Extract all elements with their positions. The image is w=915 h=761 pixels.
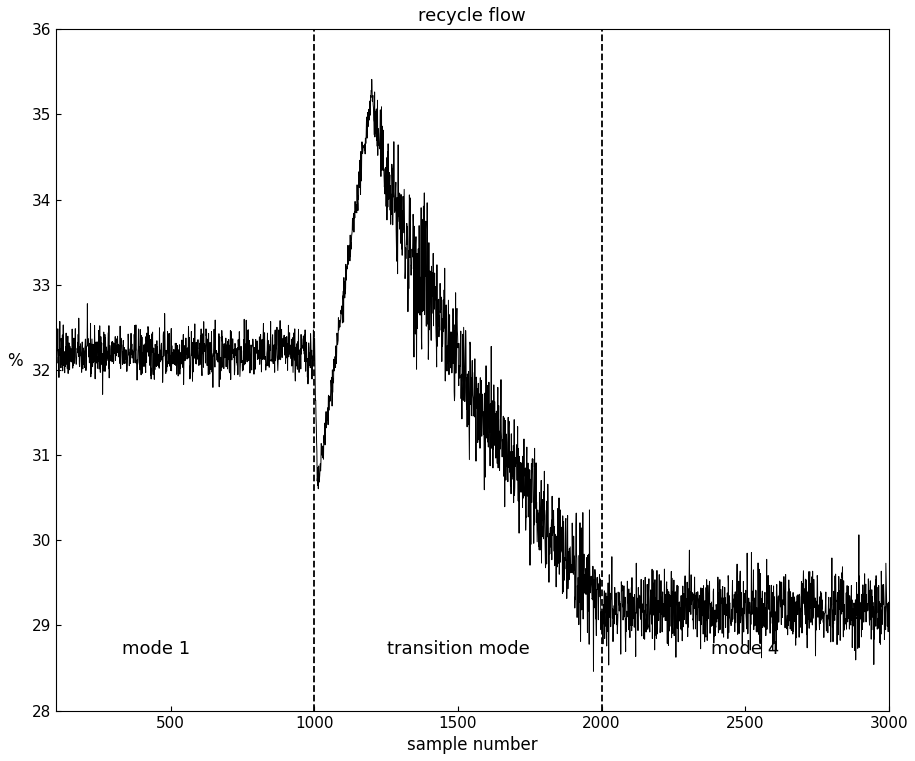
Text: mode 4: mode 4 xyxy=(711,640,780,658)
Y-axis label: %: % xyxy=(7,352,23,370)
Title: recycle flow: recycle flow xyxy=(418,7,526,25)
X-axis label: sample number: sample number xyxy=(407,736,538,754)
Text: transition mode: transition mode xyxy=(386,640,529,658)
Text: mode 1: mode 1 xyxy=(123,640,190,658)
